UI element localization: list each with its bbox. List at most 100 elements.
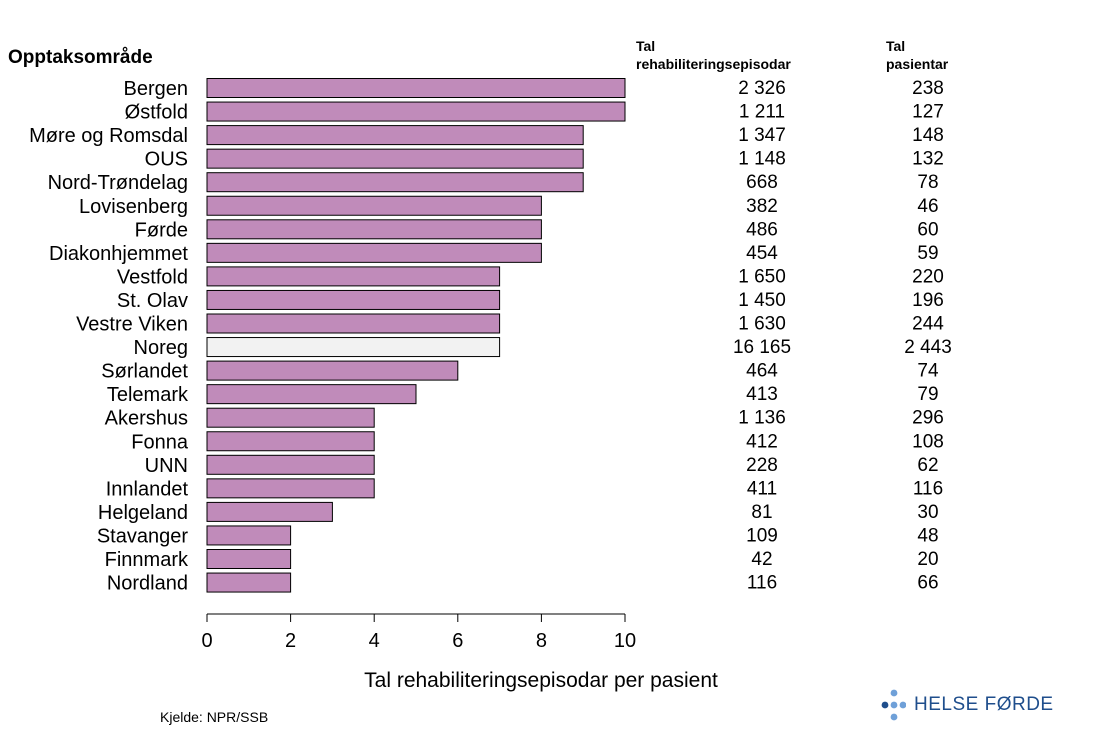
bar-0 [206, 78, 626, 98]
bar-7 [206, 242, 542, 263]
episodes-value-13: 413 [746, 384, 778, 405]
category-label-4: Nord-Trøndelag [48, 172, 188, 194]
x-tick-label-2: 4 [369, 630, 380, 652]
category-label-16: UNN [145, 455, 188, 477]
episodes-value-16: 228 [746, 455, 778, 476]
episodes-value-1: 1 211 [739, 102, 785, 123]
column-header-episodes-line2: rehabiliteringsepisodar [636, 56, 791, 72]
patients-value-17: 116 [913, 478, 943, 499]
episodes-value-20: 42 [751, 549, 772, 570]
patients-value-19: 48 [917, 525, 938, 546]
category-label-2: Møre og Romsdal [29, 125, 188, 147]
category-label-20: Finnmark [105, 549, 189, 571]
episodes-value-15: 412 [746, 431, 778, 452]
column-header-episodes-line1: Tal [636, 38, 656, 54]
category-label-18: Helgeland [98, 502, 188, 524]
category-label-21: Nordland [107, 573, 188, 595]
patients-value-14: 296 [912, 408, 944, 429]
category-label-3: OUS [145, 149, 188, 171]
episodes-value-12: 464 [746, 361, 778, 382]
episodes-value-18: 81 [751, 502, 772, 523]
bar-18 [206, 501, 333, 522]
category-label-14: Akershus [105, 408, 188, 430]
patients-value-11: 2 443 [904, 337, 952, 358]
category-label-1: Østfold [125, 102, 188, 124]
category-label-12: Sørlandet [101, 361, 188, 383]
patients-value-15: 108 [912, 431, 944, 452]
bar-11 [206, 337, 501, 358]
category-label-8: Vestfold [117, 266, 188, 288]
bar-13 [206, 384, 417, 405]
category-label-6: Førde [135, 219, 188, 241]
category-label-10: Vestre Viken [76, 314, 188, 336]
episodes-value-4: 668 [746, 172, 778, 193]
patients-value-0: 238 [912, 78, 944, 99]
category-label-13: Telemark [107, 384, 189, 406]
bar-16 [206, 454, 375, 475]
x-axis-label: Tal rehabiliteringsepisodar per pasient [364, 669, 718, 692]
category-label-9: St. Olav [117, 290, 188, 312]
category-label-15: Fonna [131, 431, 189, 453]
episodes-value-8: 1 650 [738, 266, 786, 287]
patients-value-1: 127 [912, 102, 944, 123]
patients-value-6: 60 [917, 219, 938, 240]
bar-21 [206, 572, 292, 593]
x-tick-label-3: 6 [452, 630, 463, 652]
bar-20 [206, 549, 292, 569]
episodes-value-9: 1 450 [738, 290, 786, 311]
patients-value-20: 20 [917, 549, 938, 570]
bar-19 [206, 525, 292, 546]
episodes-value-0: 2 326 [738, 78, 786, 99]
patients-value-4: 78 [917, 172, 938, 193]
bar-15 [206, 431, 375, 452]
episodes-value-3: 1 148 [738, 149, 786, 170]
category-label-0: Bergen [124, 78, 189, 100]
patients-value-16: 62 [917, 455, 938, 476]
patients-value-13: 79 [917, 384, 938, 405]
helse-forde-logo: HELSE FØRDE [880, 688, 1054, 722]
bar-6 [206, 219, 542, 240]
bar-4 [206, 172, 584, 193]
episodes-value-17: 411 [747, 478, 777, 499]
category-label-11: Noreg [134, 337, 188, 359]
patients-value-3: 132 [912, 149, 944, 170]
category-label-17: Innlandet [106, 478, 189, 500]
bar-5 [206, 195, 542, 216]
patients-value-5: 46 [917, 196, 938, 217]
patients-value-7: 59 [917, 243, 938, 264]
episodes-value-14: 1 136 [738, 408, 786, 429]
column-header-patients: Tal pasientar [886, 37, 948, 73]
bar-3 [206, 148, 584, 169]
column-header-episodes: Tal rehabiliteringsepisodar [636, 37, 791, 73]
patients-value-21: 66 [917, 573, 938, 594]
logo-text: HELSE FØRDE [914, 694, 1054, 715]
episodes-value-11: 16 165 [733, 337, 791, 358]
episodes-value-19: 109 [746, 525, 778, 546]
bar-2 [206, 125, 584, 146]
patients-value-12: 74 [917, 361, 939, 382]
x-tick-label-1: 2 [285, 630, 296, 652]
category-label-19: Stavanger [97, 525, 189, 547]
episodes-value-5: 382 [746, 196, 778, 217]
episodes-value-21: 116 [747, 573, 777, 594]
patients-value-2: 148 [912, 125, 944, 146]
category-label-7: Diakonhjemmet [49, 243, 188, 265]
logo-dots-icon [881, 689, 906, 721]
x-tick-label-4: 8 [536, 630, 547, 652]
category-label-5: Lovisenberg [79, 196, 188, 218]
bar-12 [206, 360, 459, 381]
bar-14 [206, 407, 375, 428]
category-header: Opptaksområde [8, 47, 153, 68]
bar-10 [206, 313, 501, 334]
column-header-patients-line2: pasientar [886, 56, 949, 72]
patients-value-8: 220 [912, 266, 944, 287]
patients-value-18: 30 [917, 502, 938, 523]
bar-1 [206, 101, 626, 122]
column-header-patients-line1: Tal [886, 38, 906, 54]
bar-17 [206, 478, 375, 499]
source-note: Kjelde: NPR/SSB [160, 709, 269, 725]
bar-9 [206, 289, 501, 310]
episodes-value-2: 1 347 [738, 125, 786, 146]
episodes-value-6: 486 [746, 219, 778, 240]
